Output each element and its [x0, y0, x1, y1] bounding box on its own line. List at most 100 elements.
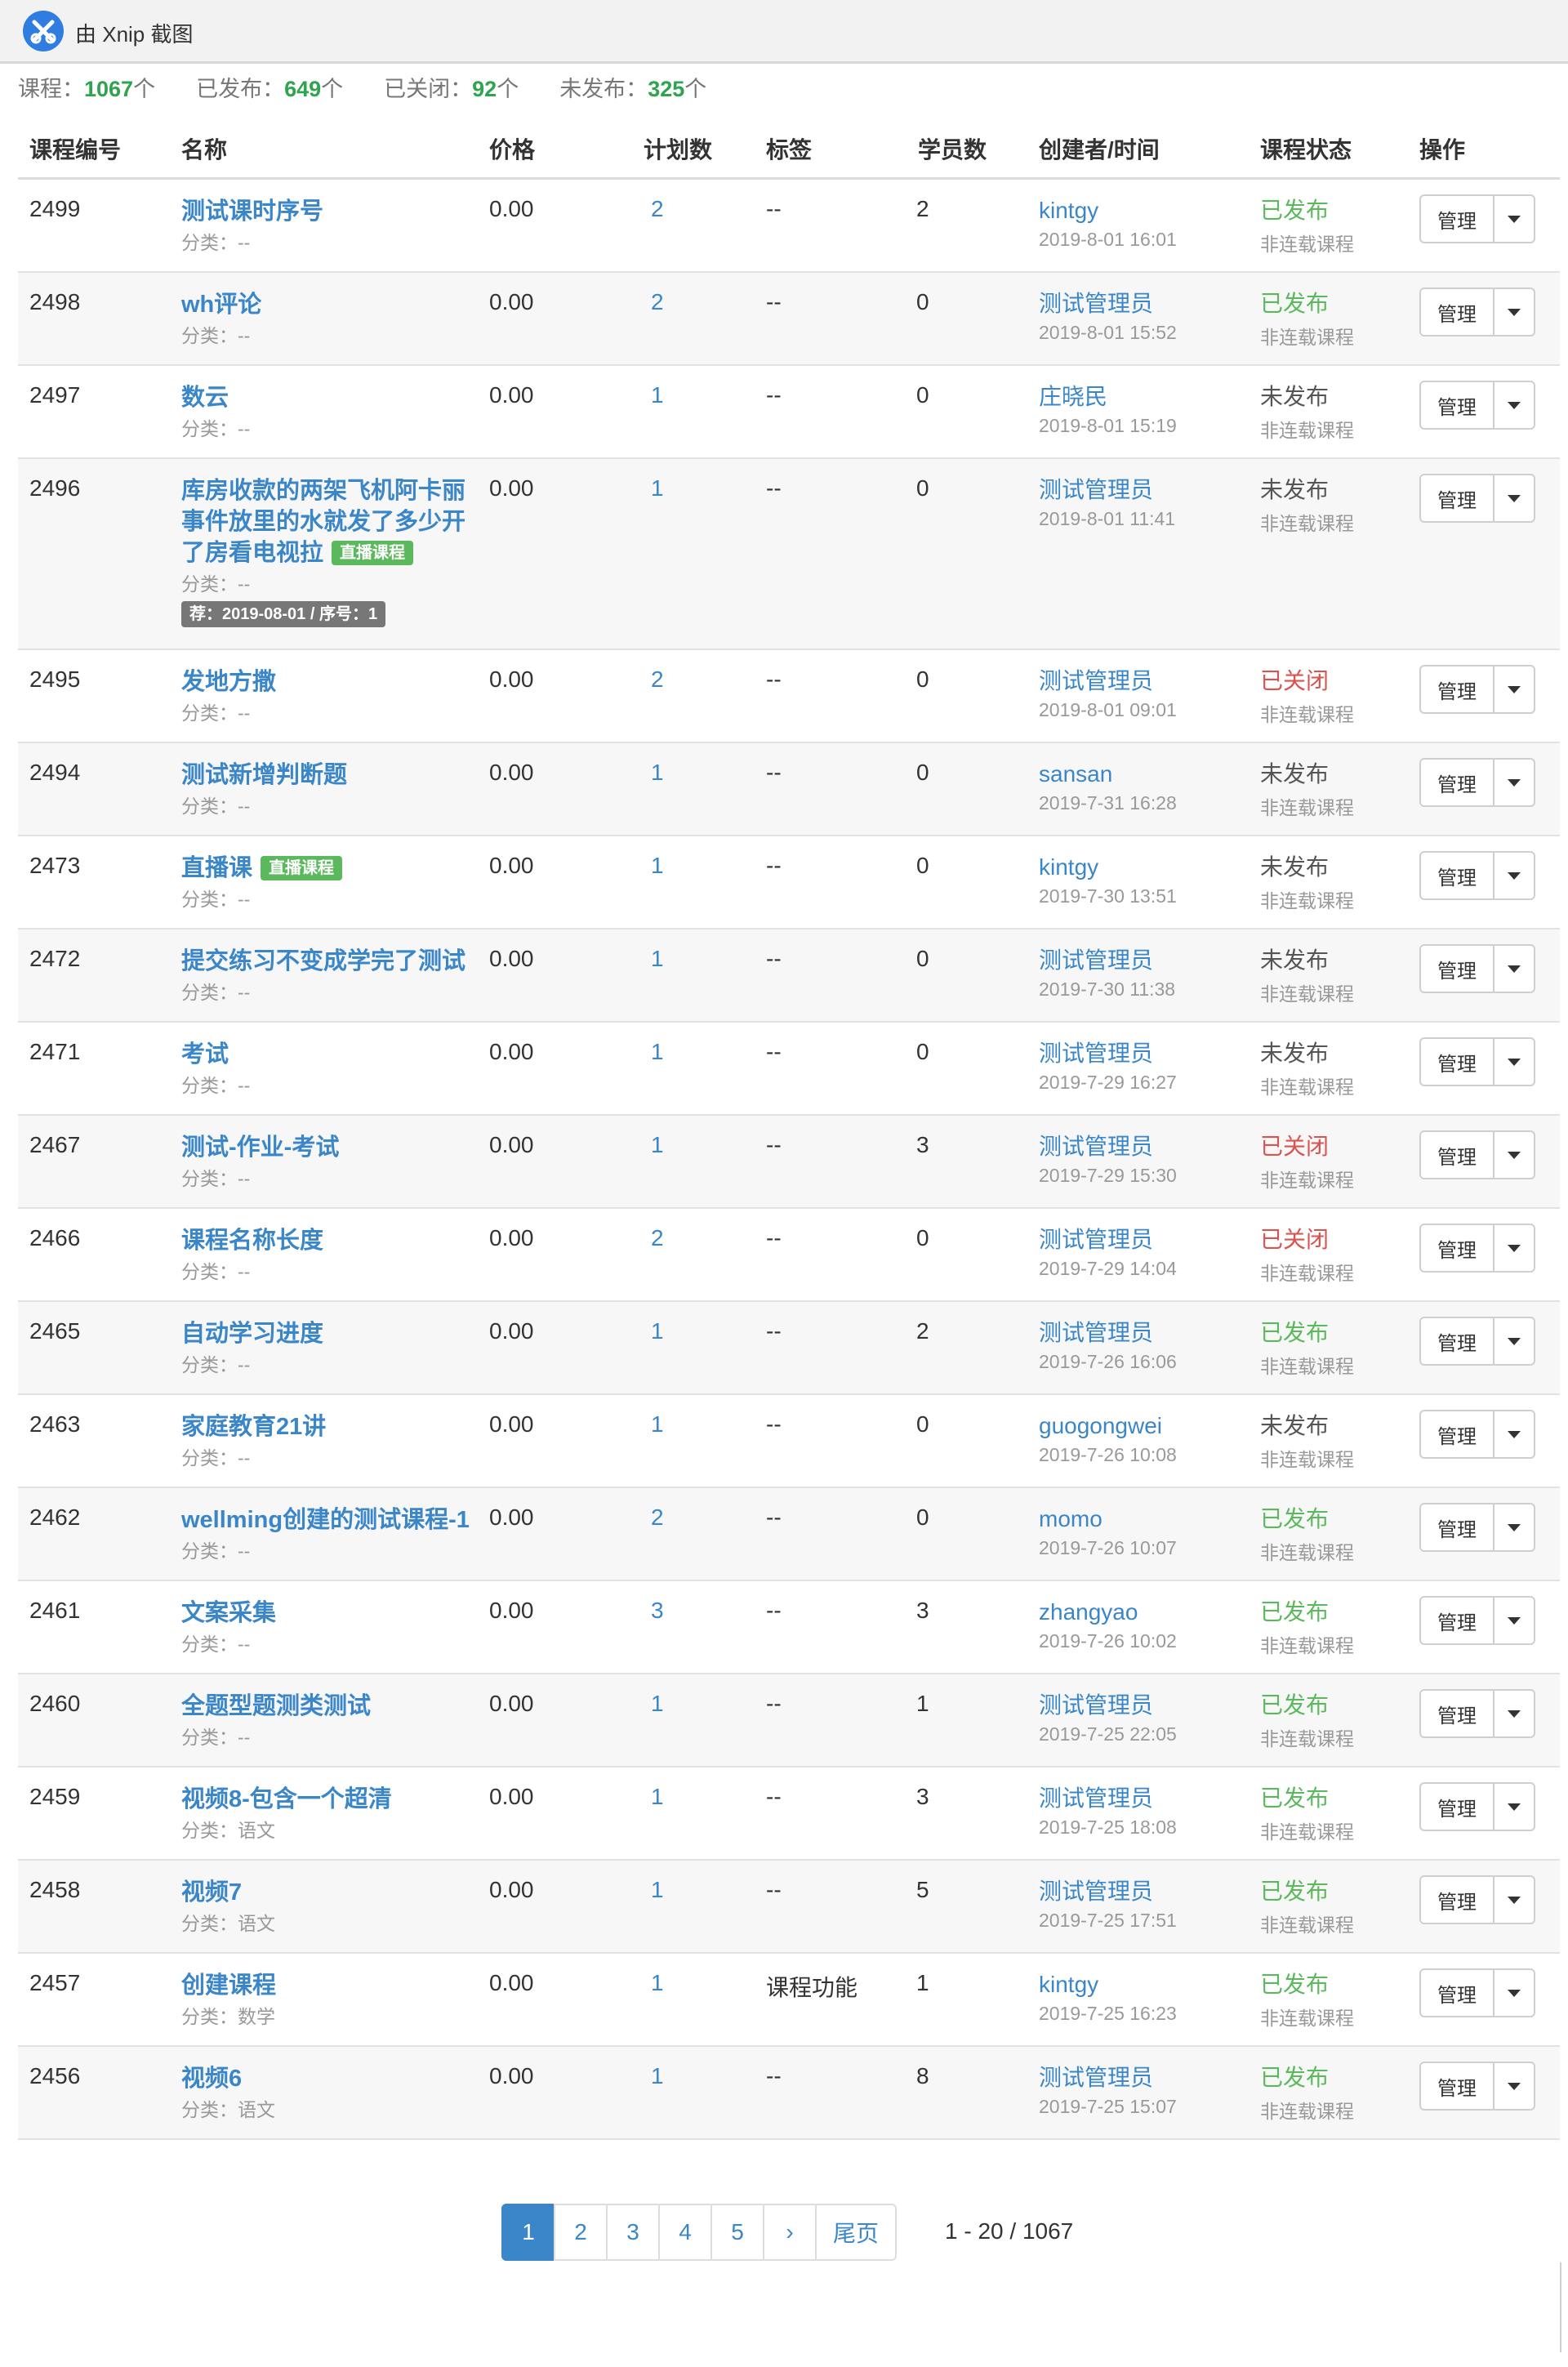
manage-dropdown-toggle[interactable]	[1494, 1411, 1534, 1457]
last-page-button[interactable]: 尾页	[815, 2204, 898, 2261]
course-name-link[interactable]: 测试课时序号	[181, 198, 324, 225]
manage-button[interactable]: 管理	[1421, 2063, 1494, 2109]
creator-link[interactable]: guogongwei	[1039, 1413, 1163, 1438]
course-plans-link[interactable]: 2	[651, 666, 664, 692]
manage-dropdown-toggle[interactable]	[1494, 1691, 1534, 1736]
course-plans-link[interactable]: 2	[651, 196, 664, 221]
manage-button[interactable]: 管理	[1421, 760, 1494, 805]
page-button-5[interactable]: 5	[710, 2204, 764, 2261]
course-name-link[interactable]: 课程名称长度	[181, 1228, 324, 1254]
creator-link[interactable]: 测试管理员	[1039, 668, 1154, 693]
course-name-link[interactable]: 创建课程	[181, 1972, 277, 1999]
manage-dropdown-toggle[interactable]	[1494, 1318, 1534, 1364]
creator-link[interactable]: 测试管理员	[1039, 1692, 1154, 1718]
manage-button[interactable]: 管理	[1421, 1598, 1494, 1643]
creator-link[interactable]: 测试管理员	[1039, 1879, 1154, 1904]
course-name-link[interactable]: 测试-作业-考试	[181, 1134, 340, 1161]
manage-button[interactable]: 管理	[1421, 382, 1494, 428]
manage-dropdown-toggle[interactable]	[1494, 760, 1534, 805]
manage-button[interactable]: 管理	[1421, 946, 1494, 992]
manage-button[interactable]: 管理	[1421, 1504, 1494, 1550]
course-name-link[interactable]: 数云	[181, 385, 229, 411]
course-plans-link[interactable]: 1	[651, 1039, 664, 1064]
course-plans-link[interactable]: 1	[651, 1318, 664, 1344]
creator-link[interactable]: 测试管理员	[1039, 1227, 1154, 1252]
creator-link[interactable]: 庄晓民	[1039, 384, 1108, 409]
creator-link[interactable]: 测试管理员	[1039, 947, 1154, 973]
course-name-link[interactable]: 视频6	[181, 2066, 243, 2092]
manage-button[interactable]: 管理	[1421, 196, 1494, 242]
manage-dropdown-toggle[interactable]	[1494, 666, 1534, 712]
creator-link[interactable]: kintgy	[1039, 854, 1099, 880]
course-name-link[interactable]: 库房收款的两架飞机阿卡丽事件放里的水就发了多少开了房看电视拉	[181, 478, 466, 566]
manage-dropdown-toggle[interactable]	[1494, 1504, 1534, 1550]
course-plans-link[interactable]: 1	[651, 1970, 664, 1995]
course-name-link[interactable]: 视频8-包含一个超清	[181, 1786, 392, 1812]
course-plans-link[interactable]: 2	[651, 1225, 664, 1250]
course-name-link[interactable]: 直播课	[181, 855, 253, 881]
creator-link[interactable]: sansan	[1039, 761, 1113, 787]
course-name-link[interactable]: wh评论	[181, 292, 262, 318]
course-plans-link[interactable]: 1	[651, 475, 664, 501]
manage-button[interactable]: 管理	[1421, 1411, 1494, 1457]
course-plans-link[interactable]: 1	[651, 1877, 664, 1902]
manage-dropdown-toggle[interactable]	[1494, 1598, 1534, 1643]
course-plans-link[interactable]: 1	[651, 946, 664, 971]
course-name-link[interactable]: 测试新增判断题	[181, 762, 348, 788]
manage-dropdown-toggle[interactable]	[1494, 196, 1534, 242]
course-name-link[interactable]: 发地方撒	[181, 669, 277, 695]
course-plans-link[interactable]: 3	[651, 1598, 664, 1623]
course-plans-link[interactable]: 1	[651, 1691, 664, 1716]
course-plans-link[interactable]: 2	[651, 1504, 664, 1530]
manage-button[interactable]: 管理	[1421, 1784, 1494, 1830]
course-plans-link[interactable]: 1	[651, 2063, 664, 2088]
page-button-3[interactable]: 3	[606, 2204, 660, 2261]
course-name-link[interactable]: 考试	[181, 1041, 229, 1068]
manage-button[interactable]: 管理	[1421, 1877, 1494, 1923]
manage-dropdown-toggle[interactable]	[1494, 946, 1534, 992]
course-name-link[interactable]: 文案采集	[181, 1600, 277, 1626]
creator-link[interactable]: momo	[1039, 1506, 1102, 1531]
creator-link[interactable]: zhangyao	[1039, 1599, 1138, 1625]
creator-link[interactable]: 测试管理员	[1039, 2065, 1154, 2090]
course-plans-link[interactable]: 1	[651, 1132, 664, 1157]
course-name-link[interactable]: 提交练习不变成学完了测试	[181, 948, 466, 974]
manage-dropdown-toggle[interactable]	[1494, 475, 1534, 521]
creator-link[interactable]: 测试管理员	[1039, 291, 1154, 316]
manage-dropdown-toggle[interactable]	[1494, 1132, 1534, 1178]
course-plans-link[interactable]: 1	[651, 1411, 664, 1437]
creator-link[interactable]: 测试管理员	[1039, 477, 1154, 502]
manage-dropdown-toggle[interactable]	[1494, 1877, 1534, 1923]
creator-link[interactable]: kintgy	[1039, 198, 1099, 223]
manage-button[interactable]: 管理	[1421, 1132, 1494, 1178]
course-plans-link[interactable]: 1	[651, 760, 664, 785]
manage-button[interactable]: 管理	[1421, 289, 1494, 335]
creator-link[interactable]: 测试管理员	[1039, 1320, 1154, 1345]
creator-link[interactable]: 测试管理员	[1039, 1785, 1154, 1811]
course-plans-link[interactable]: 1	[651, 853, 664, 878]
course-name-link[interactable]: wellming创建的测试课程-1	[181, 1507, 470, 1533]
course-name-link[interactable]: 自动学习进度	[181, 1321, 324, 1347]
creator-link[interactable]: kintgy	[1039, 1972, 1099, 1997]
course-name-link[interactable]: 全题型题测类测试	[181, 1693, 372, 1719]
manage-button[interactable]: 管理	[1421, 1691, 1494, 1736]
manage-button[interactable]: 管理	[1421, 666, 1494, 712]
next-page-button[interactable]: ›	[763, 2204, 817, 2261]
manage-button[interactable]: 管理	[1421, 1039, 1494, 1085]
course-plans-link[interactable]: 1	[651, 382, 664, 408]
page-button-2[interactable]: 2	[554, 2204, 608, 2261]
manage-dropdown-toggle[interactable]	[1494, 1225, 1534, 1271]
course-name-link[interactable]: 家庭教育21讲	[181, 1414, 327, 1440]
manage-dropdown-toggle[interactable]	[1494, 382, 1534, 428]
manage-dropdown-toggle[interactable]	[1494, 1970, 1534, 2016]
creator-link[interactable]: 测试管理员	[1039, 1041, 1154, 1066]
course-plans-link[interactable]: 2	[651, 289, 664, 314]
manage-button[interactable]: 管理	[1421, 853, 1494, 898]
manage-dropdown-toggle[interactable]	[1494, 853, 1534, 898]
manage-button[interactable]: 管理	[1421, 1225, 1494, 1271]
manage-dropdown-toggle[interactable]	[1494, 2063, 1534, 2109]
manage-dropdown-toggle[interactable]	[1494, 1784, 1534, 1830]
manage-dropdown-toggle[interactable]	[1494, 289, 1534, 335]
manage-dropdown-toggle[interactable]	[1494, 1039, 1534, 1085]
manage-button[interactable]: 管理	[1421, 475, 1494, 521]
